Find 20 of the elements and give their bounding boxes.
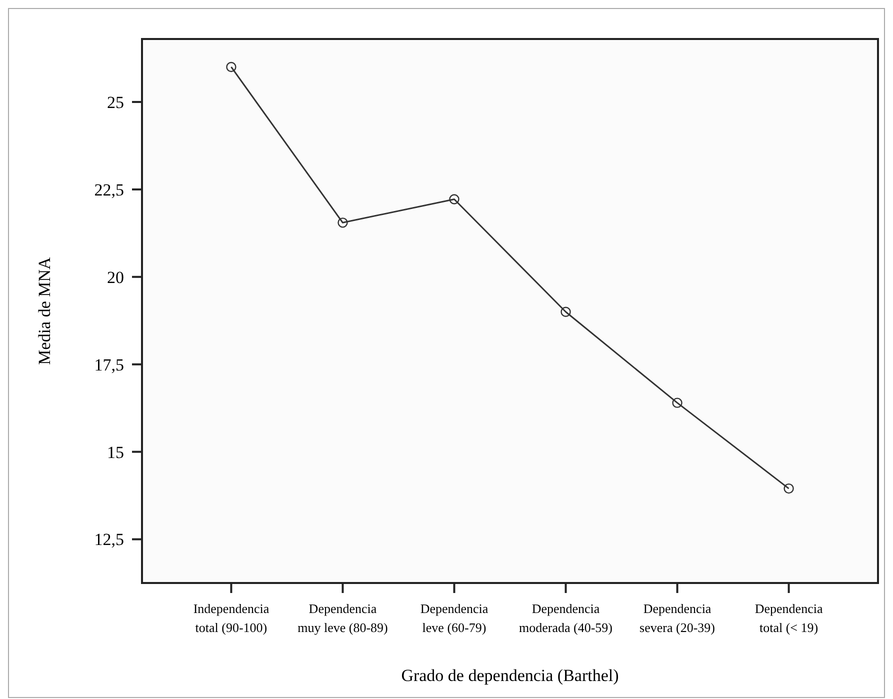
point [784,483,794,494]
x-tick-label: Dependencia total (< 19) [754,601,823,635]
x-tick-label: Dependencia muy leve (80-89) [298,601,388,635]
y-tick-label: 25 [107,92,124,112]
x-axis-title: Grado de dependencia (Barthel) [401,666,619,685]
y-tick-label: 17,5 [94,355,124,374]
point [449,194,460,204]
y-axis-title: Media de MNA [35,256,54,365]
x-tick-label: Independencia total (90-100) [193,601,270,635]
point [338,218,348,228]
y-tick-label: 20 [107,268,124,287]
y-tick-label: 22,5 [94,180,124,200]
x-tick-label: Dependencia moderada (40-59) [519,601,613,635]
y-tick-label: 12,5 [94,530,124,550]
point [672,398,682,408]
y-tick-label: 15 [107,442,124,462]
point [560,306,571,317]
x-tick-label: Dependencia leve (60-79) [420,601,488,635]
x-tick-label: Dependencia severa (20-39) [640,601,715,635]
point [226,62,236,72]
